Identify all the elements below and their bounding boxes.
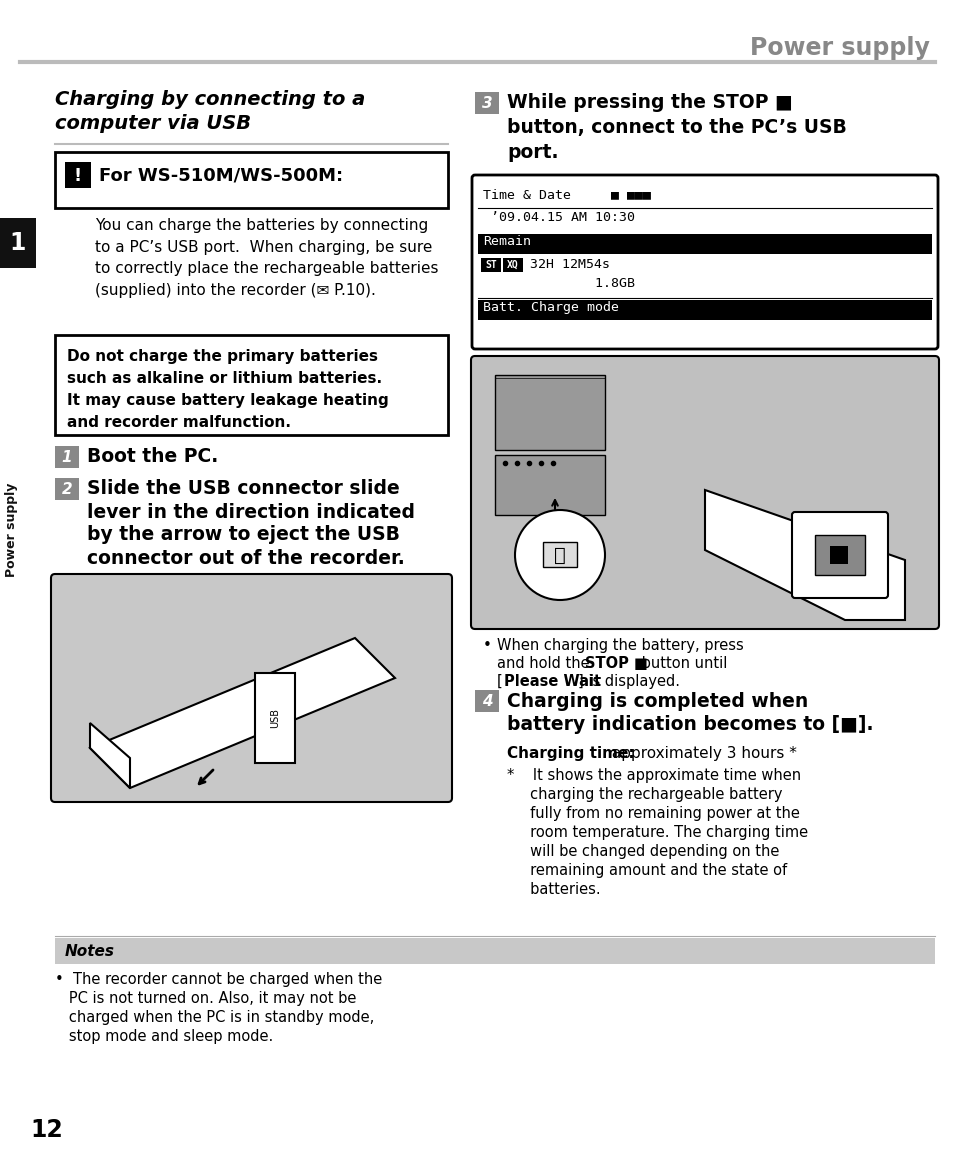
Text: •  The recorder cannot be charged when the: • The recorder cannot be charged when th… [55,972,382,987]
Text: •: • [482,637,492,653]
FancyBboxPatch shape [502,258,522,272]
Text: [: [ [497,675,502,688]
Text: USB: USB [270,708,280,728]
Text: *    It shows the approximate time when: * It shows the approximate time when [506,768,801,783]
Text: ] is displayed.: ] is displayed. [578,675,679,688]
Text: fully from no remaining power at the: fully from no remaining power at the [506,806,799,821]
Text: Charging is completed when: Charging is completed when [506,692,807,710]
Text: 1: 1 [62,450,72,465]
Text: You can charge the batteries by connecting
to a PC’s USB port.  When charging, b: You can charge the batteries by connecti… [95,218,438,298]
Text: STOP ■: STOP ■ [584,656,647,671]
FancyBboxPatch shape [0,218,36,268]
Text: computer via USB: computer via USB [55,114,251,133]
Text: Batt. Charge mode: Batt. Charge mode [482,301,618,314]
Text: ST: ST [485,260,497,270]
FancyBboxPatch shape [51,574,452,802]
Text: charging the rechargeable battery: charging the rechargeable battery [506,787,781,802]
Text: 2: 2 [62,481,72,496]
Text: will be changed depending on the: will be changed depending on the [506,844,779,859]
Text: 3: 3 [481,95,492,110]
Text: Charging by connecting to a: Charging by connecting to a [55,90,365,109]
Text: For WS-510M/WS-500M:: For WS-510M/WS-500M: [99,167,343,185]
Text: Power supply: Power supply [749,36,929,60]
Text: ’09.04.15 AM 10:30: ’09.04.15 AM 10:30 [482,211,635,224]
Text: ␦: ␦ [554,546,565,564]
Text: batteries.: batteries. [506,882,600,897]
Text: and recorder malfunction.: and recorder malfunction. [67,415,291,430]
Text: approximately 3 hours *: approximately 3 hours * [606,746,796,761]
FancyBboxPatch shape [791,512,887,598]
Text: !: ! [74,167,82,185]
Text: and hold the: and hold the [497,656,594,671]
Text: lever in the direction indicated: lever in the direction indicated [87,503,415,522]
Text: Please Wait: Please Wait [503,675,600,688]
FancyBboxPatch shape [55,478,79,500]
FancyBboxPatch shape [480,258,500,272]
Text: button until: button until [637,656,726,671]
Polygon shape [704,490,904,620]
FancyBboxPatch shape [55,446,79,468]
FancyBboxPatch shape [477,300,931,320]
Circle shape [515,510,604,600]
Text: such as alkaline or lithium batteries.: such as alkaline or lithium batteries. [67,371,382,386]
Text: room temperature. The charging time: room temperature. The charging time [506,825,807,840]
FancyBboxPatch shape [495,455,604,515]
Text: charged when the PC is in standby mode,: charged when the PC is in standby mode, [55,1009,374,1025]
FancyBboxPatch shape [829,546,847,564]
Text: 4: 4 [481,693,492,708]
FancyBboxPatch shape [475,690,498,712]
Text: battery indication becomes to [■].: battery indication becomes to [■]. [506,715,873,734]
Text: 1.8GB: 1.8GB [482,277,635,290]
Text: button, connect to the PC’s USB: button, connect to the PC’s USB [506,118,846,138]
Text: PC is not turned on. Also, it may not be: PC is not turned on. Also, it may not be [55,991,356,1006]
Text: When charging the battery, press: When charging the battery, press [497,637,743,653]
Text: 1: 1 [10,231,26,255]
Text: 32H 12M54s: 32H 12M54s [530,258,609,271]
Text: It may cause battery leakage heating: It may cause battery leakage heating [67,393,388,408]
Text: Remain: Remain [482,235,531,248]
FancyBboxPatch shape [475,92,498,114]
Text: by the arrow to eject the USB: by the arrow to eject the USB [87,525,399,545]
Text: Do not charge the primary batteries: Do not charge the primary batteries [67,349,377,364]
FancyBboxPatch shape [65,162,91,188]
Text: Charging time:: Charging time: [506,746,634,761]
Text: Time & Date     ■ ■■■: Time & Date ■ ■■■ [482,188,650,201]
FancyBboxPatch shape [55,938,934,964]
Polygon shape [254,673,294,763]
FancyBboxPatch shape [495,376,604,450]
Text: Notes: Notes [65,943,115,958]
FancyBboxPatch shape [55,335,448,435]
FancyBboxPatch shape [477,234,931,254]
FancyBboxPatch shape [472,175,937,349]
Text: Boot the PC.: Boot the PC. [87,447,218,467]
Text: connector out of the recorder.: connector out of the recorder. [87,548,404,568]
FancyBboxPatch shape [814,535,864,575]
FancyBboxPatch shape [55,152,448,207]
Text: Slide the USB connector slide: Slide the USB connector slide [87,480,399,498]
FancyBboxPatch shape [471,356,938,629]
Text: XQ: XQ [507,260,518,270]
Text: 12: 12 [30,1118,63,1142]
Text: port.: port. [506,144,558,162]
Text: remaining amount and the state of: remaining amount and the state of [506,863,786,879]
FancyBboxPatch shape [542,542,577,567]
Text: While pressing the STOP ■: While pressing the STOP ■ [506,94,792,112]
Polygon shape [90,723,130,788]
Text: stop mode and sleep mode.: stop mode and sleep mode. [55,1029,273,1044]
Text: Power supply: Power supply [6,483,18,577]
Polygon shape [90,637,395,788]
